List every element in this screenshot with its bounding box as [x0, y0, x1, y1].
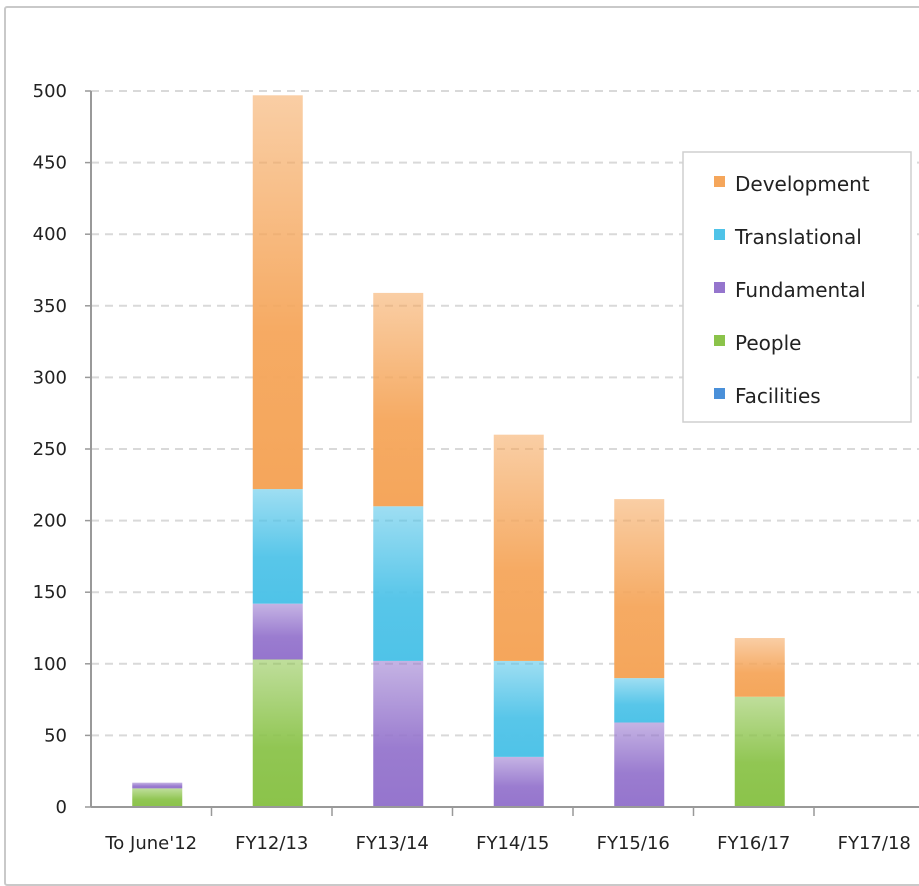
bar-people-fy12-13: [252, 659, 303, 807]
bar-development-fy15-16: [614, 499, 665, 679]
bar-fundamental-to-june-12: [132, 782, 183, 789]
x-tick-label: FY12/13: [235, 833, 308, 854]
bar-people-to-june-12: [132, 788, 183, 807]
bar-development-fy14-15: [493, 434, 544, 661]
legend-label-people: People: [735, 331, 801, 355]
legend-swatch-fundamental: [714, 282, 725, 293]
bar-fundamental-fy14-15: [493, 756, 544, 807]
y-tick-label: 450: [33, 153, 67, 174]
bar-fundamental-fy13-14: [373, 660, 424, 807]
x-tick-label: FY15/16: [597, 833, 670, 854]
bar-development-fy12-13: [252, 95, 303, 490]
axes: 0 50 100 150 200 250 300 350 400 450 500 To June'12…: [33, 81, 919, 854]
y-tick-label: 500: [33, 81, 67, 102]
x-tick-label: FY13/14: [356, 833, 429, 854]
bar-fundamental-fy15-16: [614, 722, 665, 807]
legend-label-development: Development: [735, 172, 870, 196]
legend-label-fundamental: Fundamental: [735, 278, 866, 302]
legend-label-translational: Translational: [734, 225, 862, 249]
legend-swatch-people: [714, 335, 725, 346]
bar-translational-fy13-14: [373, 506, 424, 661]
bar-translational-fy15-16: [614, 678, 665, 723]
y-tick-label: 150: [33, 582, 67, 603]
legend-label-facilities: Facilities: [735, 384, 821, 408]
legend-swatch-translational: [714, 229, 725, 240]
bar-translational-fy14-15: [493, 660, 544, 757]
legend: Development Translational Fundamental Peopl…: [682, 151, 912, 423]
y-tick-label: 350: [33, 296, 67, 317]
legend-swatch-development: [714, 176, 725, 187]
y-tick-label: 100: [33, 654, 67, 675]
legend-swatch-facilities: [714, 388, 725, 399]
y-tick-label: 50: [44, 725, 67, 746]
y-tick-label: 400: [33, 224, 67, 245]
x-tick-label: FY16/17: [717, 833, 790, 854]
x-tick-label: FY17/18: [838, 833, 911, 854]
x-tick-label: FY14/15: [476, 833, 549, 854]
bar-people-fy16-17: [734, 696, 785, 807]
y-tick-label: 0: [56, 797, 67, 818]
bar-fundamental-fy12-13: [252, 603, 303, 660]
x-tick-label: To June'12: [104, 833, 197, 854]
bar-development-fy16-17: [734, 638, 785, 697]
bar-development-fy13-14: [373, 292, 424, 507]
bar-translational-fy12-13: [252, 489, 303, 604]
bars: [132, 95, 785, 807]
y-tick-label: 200: [33, 511, 67, 532]
y-tick-label: 250: [33, 439, 67, 460]
y-tick-label: 300: [33, 367, 67, 388]
